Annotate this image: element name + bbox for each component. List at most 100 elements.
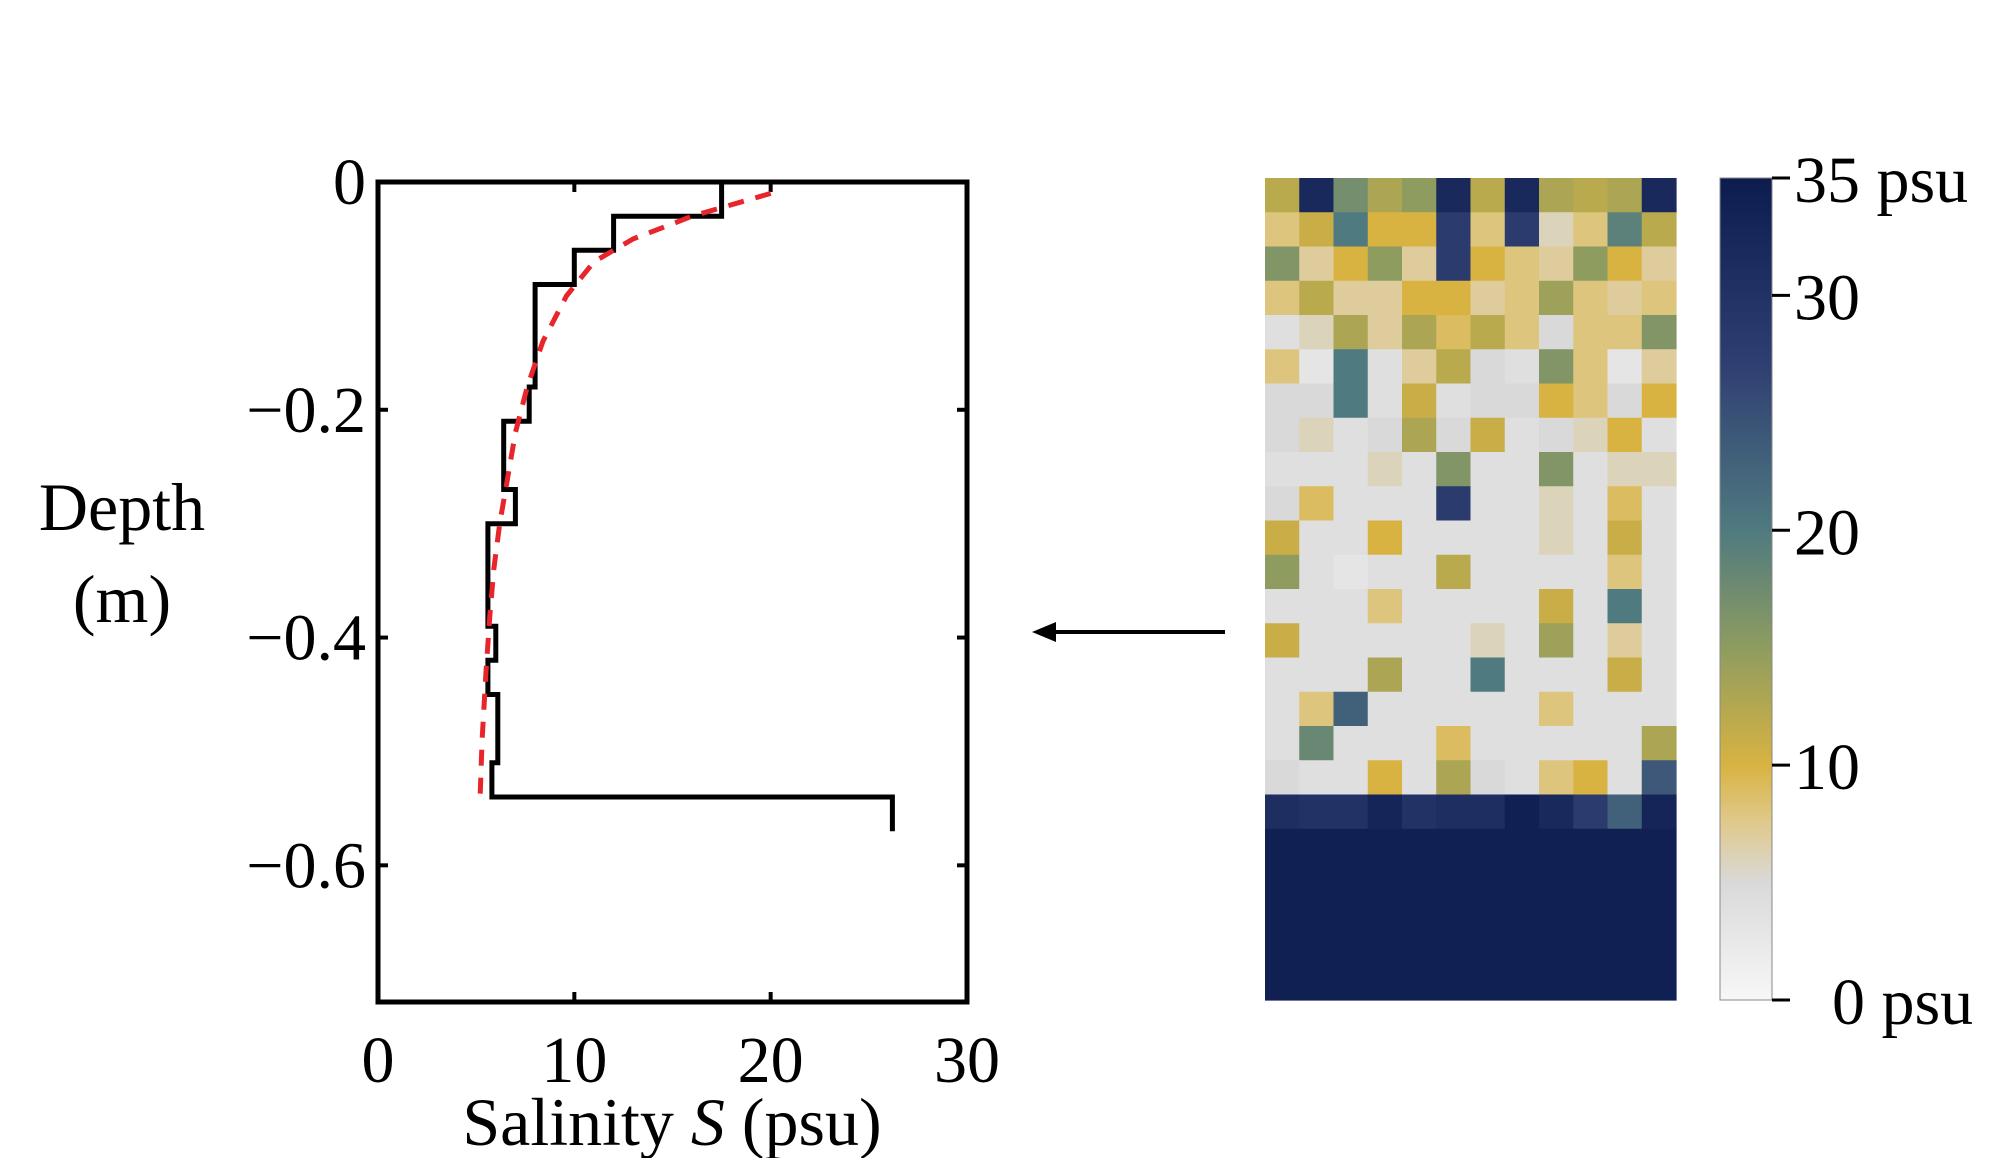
heatmap-cell [1607, 178, 1643, 213]
heatmap-cell [1539, 726, 1574, 761]
heatmap-cell [1265, 280, 1300, 316]
heatmap-cell [1539, 212, 1574, 248]
heatmap-cell [1402, 417, 1437, 453]
heatmap-cell [1333, 828, 1369, 864]
heatmap-cell [1265, 828, 1300, 864]
heatmap-cell [1265, 931, 1300, 967]
heatmap-cell [1504, 280, 1540, 316]
heatmap-cell [1539, 691, 1574, 727]
heatmap-cell [1333, 212, 1369, 248]
heatmap-cell [1504, 965, 1540, 1001]
heatmap-cell [1504, 828, 1540, 864]
heatmap-cell [1436, 589, 1472, 624]
heatmap-cell [1504, 931, 1540, 967]
heatmap-cell [1367, 691, 1403, 727]
heatmap-cell [1265, 623, 1300, 659]
heatmap-cell [1470, 691, 1506, 727]
heatmap-cell [1402, 657, 1437, 693]
heatmap-cell [1607, 897, 1643, 933]
heatmap-cell [1265, 520, 1300, 556]
heatmap-cell [1607, 931, 1643, 967]
heatmap-cell [1573, 794, 1609, 830]
heatmap-cell [1641, 280, 1677, 316]
heatmap-cell [1641, 828, 1677, 864]
heatmap-cell [1573, 417, 1609, 453]
colorbar-tick-label: 20 [1794, 496, 1860, 569]
heatmap-cell [1367, 726, 1403, 761]
colorbar: 0 psu 10 20 30 35 psu [1719, 144, 1973, 1039]
heatmap-cell [1470, 212, 1506, 248]
heatmap-cell [1367, 760, 1403, 796]
heatmap-cell [1367, 965, 1403, 1001]
heatmap-cell [1265, 794, 1300, 830]
heatmap-cell [1333, 897, 1369, 933]
heatmap-cell [1333, 794, 1369, 830]
heatmap-cell [1367, 863, 1403, 898]
heatmap-cell [1436, 863, 1472, 898]
heatmap-cell [1539, 280, 1574, 316]
heatmap-cell [1470, 965, 1506, 1001]
heatmap-cell [1265, 349, 1300, 385]
heatmap-cell [1402, 897, 1437, 933]
heatmap-cell [1470, 828, 1506, 864]
heatmap-cell [1333, 623, 1369, 659]
heatmap-cell [1402, 178, 1437, 213]
heatmap-cell [1333, 931, 1369, 967]
heatmap-cell [1607, 486, 1643, 522]
heatmap-cell [1607, 554, 1643, 590]
heatmap-cell [1573, 315, 1609, 350]
heatmap-cell [1573, 246, 1609, 282]
heatmap-cell [1504, 178, 1540, 213]
heatmap-cell [1333, 554, 1369, 590]
heatmap-cell [1607, 623, 1643, 659]
colorbar-tick-label: 0 psu [1832, 966, 1973, 1039]
x-axis-ticks: 0 10 20 30 [362, 182, 1000, 1097]
heatmap-cell [1470, 554, 1506, 590]
heatmap-cell [1641, 726, 1677, 761]
x-tick-label: 0 [362, 1024, 395, 1097]
heatmap-cell [1402, 863, 1437, 898]
heatmap-cell [1504, 452, 1540, 487]
heatmap-cell [1265, 246, 1300, 282]
heatmap-cell [1470, 178, 1506, 213]
heatmap-cell [1539, 178, 1574, 213]
y-axis-ticks: 0 −0.2 −0.4 −0.6 [246, 146, 967, 902]
heatmap-cell [1607, 726, 1643, 761]
heatmap-cell [1504, 349, 1540, 385]
y-tick-label: −0.2 [246, 374, 366, 447]
heatmap-cell [1436, 520, 1472, 556]
heatmap-cell [1436, 794, 1472, 830]
heatmap-cell [1402, 486, 1437, 522]
heatmap-cell [1299, 691, 1335, 727]
heatmap-cell [1607, 280, 1643, 316]
heatmap-cell [1504, 554, 1540, 590]
heatmap-cell [1265, 691, 1300, 727]
y-tick-label: 0 [333, 146, 366, 219]
heatmap-cell [1504, 760, 1540, 796]
heatmap-cell [1333, 417, 1369, 453]
heatmap-cell [1333, 349, 1369, 385]
heatmap-cell [1641, 623, 1677, 659]
measured-profile-line [485, 182, 895, 832]
heatmap-cell [1436, 554, 1472, 590]
heatmap-cell [1504, 212, 1540, 248]
heatmap-cell [1641, 383, 1677, 419]
heatmap-cell [1333, 383, 1369, 419]
fit-curve-line [477, 190, 772, 798]
heatmap-cell [1607, 246, 1643, 282]
heatmap-cell [1333, 726, 1369, 761]
heatmap-cell [1504, 383, 1540, 419]
heatmap-cell [1436, 246, 1472, 282]
heatmap-cell [1265, 589, 1300, 624]
heatmap-cell [1470, 417, 1506, 453]
heatmap-cell [1402, 349, 1437, 385]
heatmap-cell [1470, 315, 1506, 350]
heatmap-cell [1367, 246, 1403, 282]
plot-frame [375, 179, 970, 1005]
heatmap-cell [1299, 452, 1335, 487]
heatmap-cell [1470, 349, 1506, 385]
heatmap-cell [1539, 349, 1574, 385]
heatmap-cell [1299, 897, 1335, 933]
heatmap-cell [1470, 931, 1506, 967]
